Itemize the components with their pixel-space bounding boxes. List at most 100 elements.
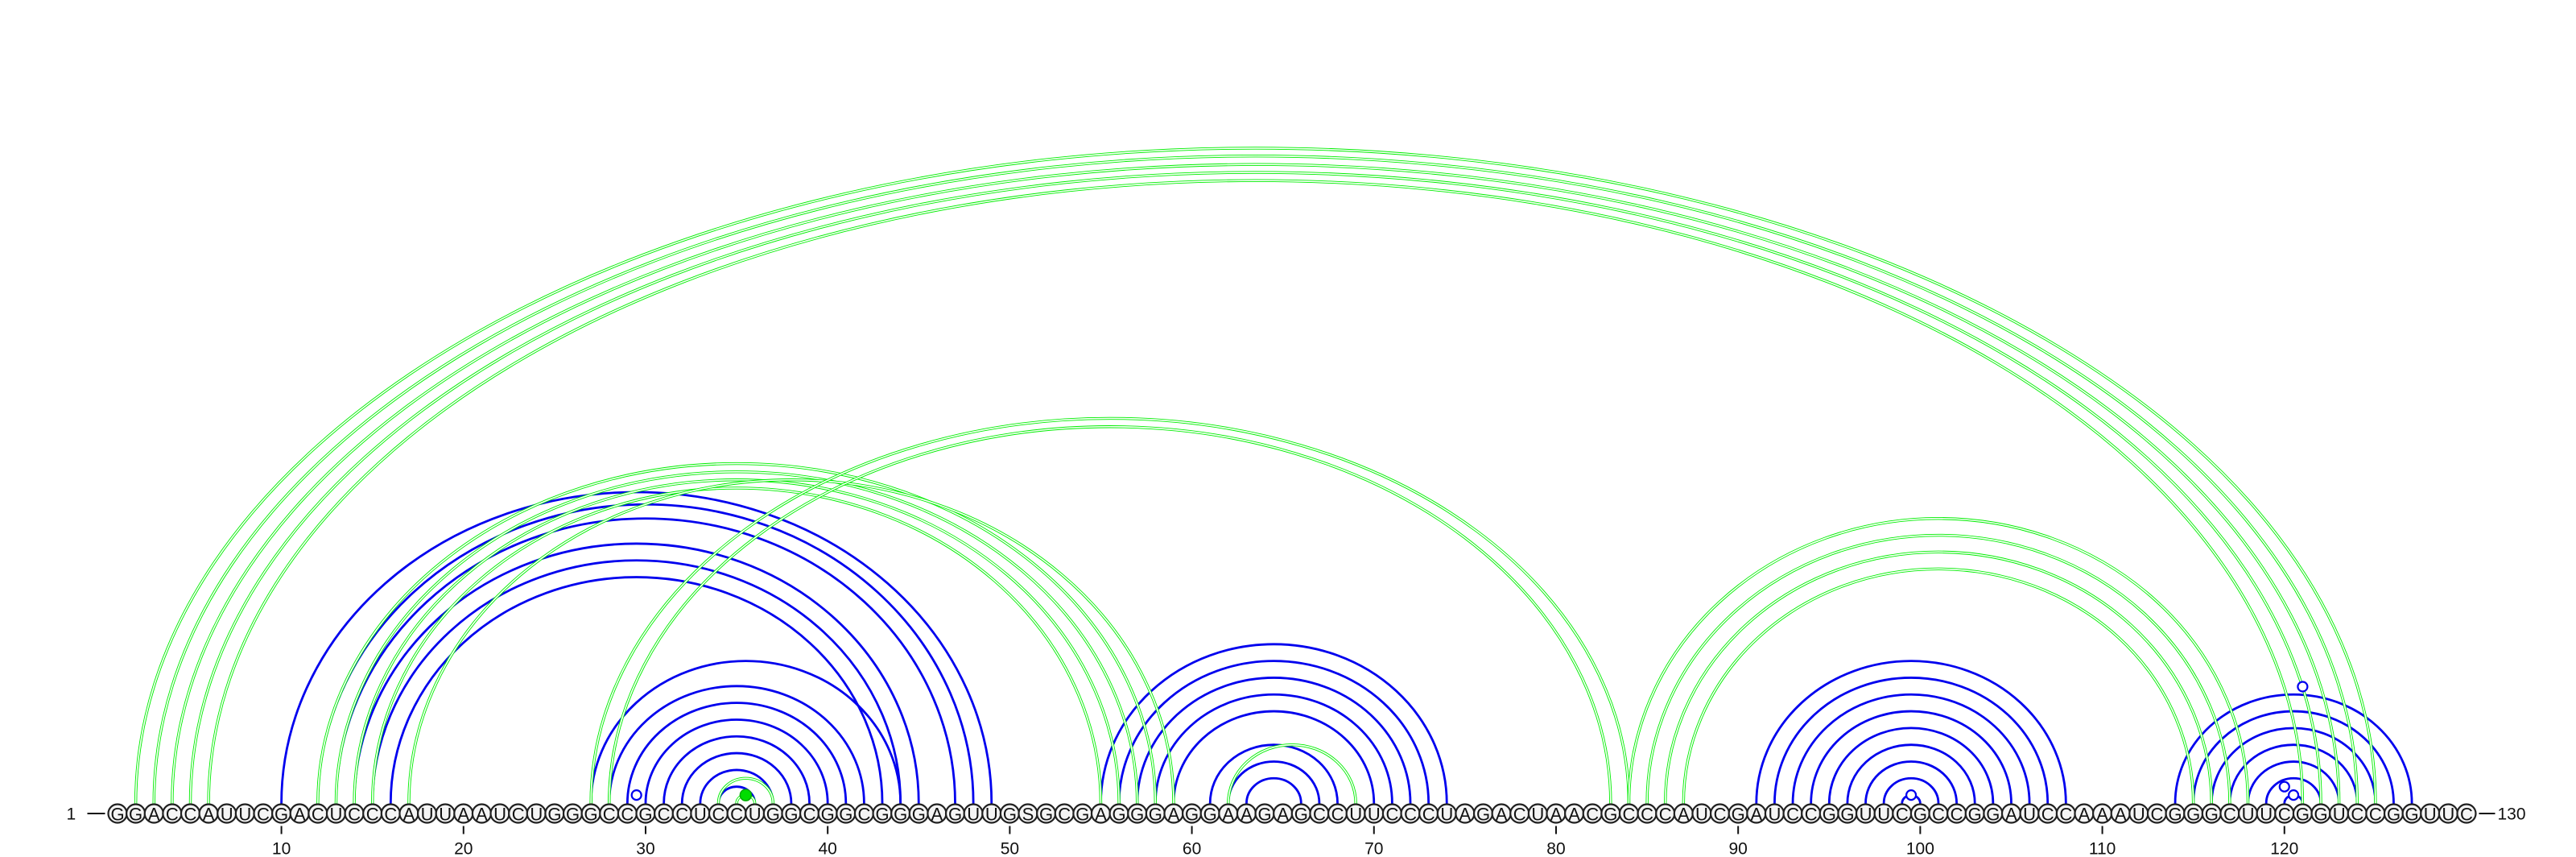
nucleotide-letter: C — [257, 805, 270, 825]
nucleotide-letter: G — [275, 805, 288, 825]
nucleotide-53: C — [1054, 803, 1075, 825]
nucleotide-letter: C — [1513, 805, 1526, 825]
green-arc-gap-85-117 — [1646, 534, 2231, 804]
nucleotide-letter: G — [2205, 805, 2219, 825]
nucleotide-letter: G — [2314, 805, 2327, 825]
nucleotide-letter: C — [1404, 805, 1417, 825]
nucleotide-letter: U — [238, 805, 251, 825]
nucleotide-letter: A — [1550, 805, 1563, 825]
nucleotide-93: C — [1782, 803, 1803, 825]
nucleotide-letter: U — [749, 805, 762, 825]
nucleotide-52: G — [1036, 803, 1057, 825]
blue-arc-96-103 — [1846, 743, 1976, 804]
nucleotide-letter: U — [1440, 805, 1453, 825]
blue-arc-117-124 — [2228, 743, 2359, 804]
nucleotide-54: G — [1072, 803, 1093, 825]
nucleotide-letter: G — [1986, 805, 2000, 825]
tick-70: 70 — [1364, 826, 1383, 857]
nucleotide-letter: C — [1786, 805, 1799, 825]
nucleotide-letter: U — [1860, 805, 1872, 825]
blue-arc-55-74 — [1100, 643, 1448, 804]
nucleotide-127: G — [2401, 803, 2422, 825]
nucleotide-11: A — [289, 803, 310, 825]
nucleotide-15: C — [362, 803, 383, 825]
nucleotide-letter: S — [1022, 805, 1034, 825]
nucleotide-117: C — [2219, 803, 2240, 825]
nucleotide-letter: C — [1932, 805, 1945, 825]
nucleotide-letter: U — [2333, 805, 2346, 825]
nucleotide-62: A — [1218, 803, 1239, 825]
nucleotide-113: C — [2146, 803, 2168, 825]
green-arc-85-117 — [1645, 533, 2231, 804]
nucleotide-letter: G — [894, 805, 907, 825]
green-arc-86-116 — [1664, 550, 2213, 804]
nucleotide-49: U — [981, 803, 1002, 825]
nucleotide-letter: C — [348, 805, 361, 825]
nucleotide-41: G — [836, 803, 857, 825]
blue-arc-56-73 — [1117, 660, 1430, 804]
nucleotide-74: U — [1436, 803, 1457, 825]
nucleotide-letter: A — [1277, 805, 1289, 825]
nucleotide-60: G — [1181, 803, 1203, 825]
nucleotide-letter: G — [1130, 805, 1144, 825]
nucleotide-65: A — [1273, 803, 1294, 825]
nucleotide-38: G — [781, 803, 802, 825]
green-arc-gap-4-123 — [171, 164, 2340, 804]
nucleotide-letter: A — [2079, 805, 2091, 825]
blue-arc-61-68 — [1208, 743, 1339, 804]
nucleotide-58: G — [1145, 803, 1166, 825]
nucleotide-68: C — [1327, 803, 1348, 825]
nucleotide-letter: U — [1531, 805, 1544, 825]
nucleotide-letter: C — [730, 805, 743, 825]
nucleotide-letter: A — [2096, 805, 2108, 825]
nucleotide-125: C — [2365, 803, 2386, 825]
green-marker-35-36 — [739, 789, 753, 801]
nucleotide-letter: U — [421, 805, 434, 825]
green-arc-gap-84-118 — [1628, 517, 2249, 804]
nucleotide-letter: G — [2405, 805, 2419, 825]
nucleotide-letter: C — [857, 805, 870, 825]
nucleotide-letter: G — [1113, 805, 1126, 825]
nucleotide-124: C — [2347, 803, 2368, 825]
nucleotide-letter: U — [1368, 805, 1381, 825]
nucleotide-94: C — [1801, 803, 1822, 825]
nucleotide-67: C — [1309, 803, 1330, 825]
nucleotide-letter: G — [1732, 805, 1745, 825]
nucleotide-99: C — [1892, 803, 1913, 825]
nucleotide-69: U — [1345, 803, 1366, 825]
nucleotide-21: A — [471, 803, 493, 825]
nucleotide-109: A — [2074, 803, 2095, 825]
nucleotide-77: A — [1491, 803, 1512, 825]
nucleotide-122: G — [2310, 803, 2331, 825]
start-label: 1 — [67, 805, 76, 824]
nucleotide-letter: C — [1623, 805, 1636, 825]
end-label: 130 — [2497, 805, 2525, 824]
nucleotide-letter: C — [675, 805, 688, 825]
tick-40: 40 — [819, 826, 837, 857]
nucleotide-letter: G — [784, 805, 798, 825]
green-arc-gap-5-122 — [189, 172, 2322, 804]
tick-label: 20 — [454, 840, 473, 857]
nucleotide-letter: G — [1185, 805, 1199, 825]
nucleotide-104: G — [1983, 803, 2004, 825]
nucleotide-letter: G — [1840, 805, 1854, 825]
nucleotide-letter: G — [129, 805, 142, 825]
nucleotide-29: C — [617, 803, 638, 825]
blue-arc-92-107 — [1773, 677, 2050, 804]
nucleotide-letter: A — [1222, 805, 1234, 825]
nucleotide-letter: U — [439, 805, 452, 825]
nucleotide-130: C — [2456, 803, 2477, 825]
nucleotide-72: C — [1400, 803, 1421, 825]
nucleotide-17: A — [398, 803, 419, 825]
nucleotide-76: G — [1472, 803, 1494, 825]
blue-arc-28-42 — [608, 685, 865, 804]
nucleotide-letter: G — [2186, 805, 2200, 825]
tick-30: 30 — [636, 826, 655, 857]
nucleotide-letter: U — [694, 805, 707, 825]
nucleotide-letter: G — [547, 805, 561, 825]
nucleotide-112: U — [2128, 803, 2149, 825]
nucleotide-letter: U — [1349, 805, 1362, 825]
nucleotide-letter: U — [1877, 805, 1890, 825]
nucleotide-22: U — [489, 803, 510, 825]
blue-arc-97-102 — [1864, 760, 1959, 804]
